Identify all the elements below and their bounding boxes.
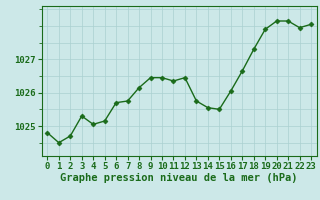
X-axis label: Graphe pression niveau de la mer (hPa): Graphe pression niveau de la mer (hPa) xyxy=(60,173,298,183)
